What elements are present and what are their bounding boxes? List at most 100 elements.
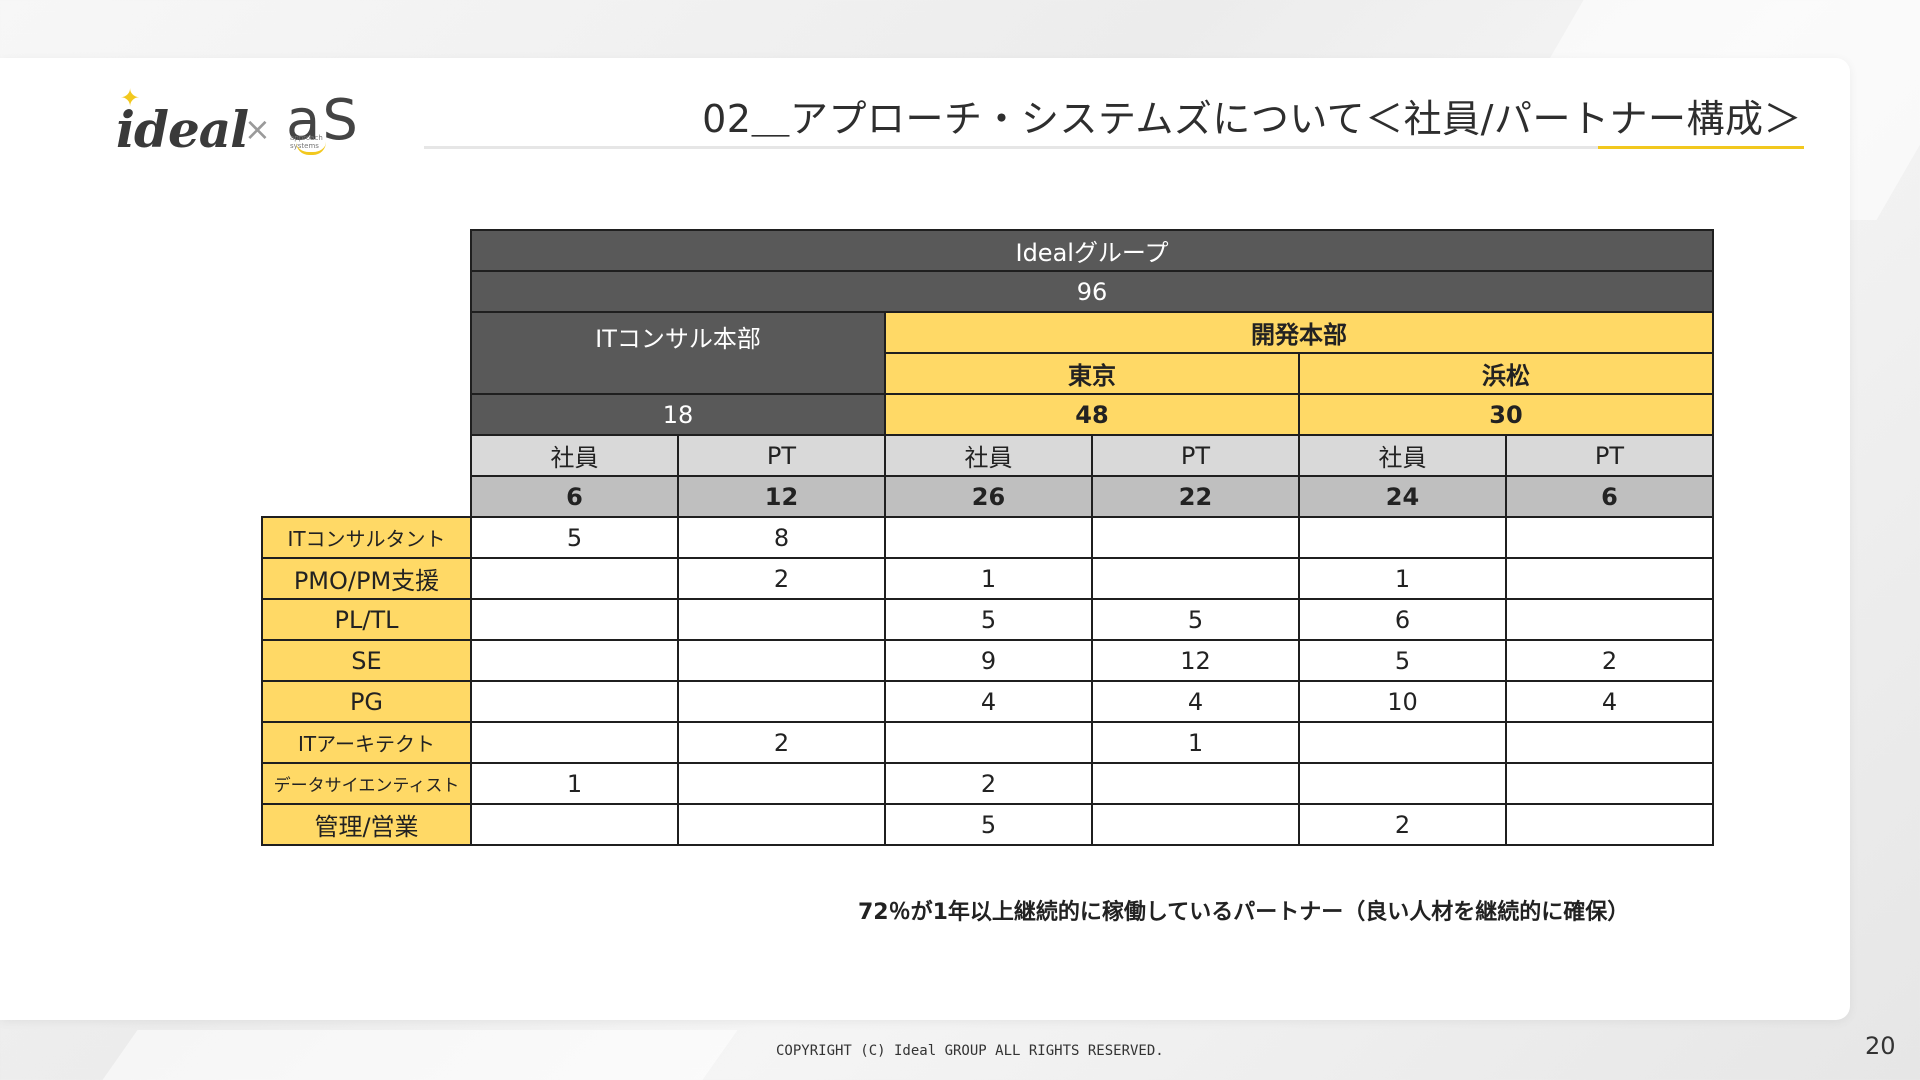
division-dev: 開発本部 [884,311,1714,354]
page-title: 02＿アプローチ・システムズについて＜社員/パートナー構成＞ [702,97,1802,141]
column-label: 社員 [1298,434,1507,477]
table-cell [470,598,679,641]
table-cell [470,803,679,846]
approach-systems-logo-arc [296,142,326,155]
it-consul-total: 18 [470,393,886,436]
table-cell: 2 [1505,639,1714,682]
table-cell: 4 [884,680,1093,723]
column-label: PT [1091,434,1300,477]
group-name: Idealグループ [470,229,1714,272]
table-row: ITアーキテクト 2 1 [261,721,1714,764]
table-cell [1298,721,1507,764]
table-cell [470,680,679,723]
table-cell: 5 [884,803,1093,846]
table-cell [677,598,886,641]
location-hamamatsu: 浜松 [1298,352,1714,395]
ideal-logo: ideal [116,100,249,159]
role-label: PL/TL [261,598,472,641]
table-cell: 10 [1298,680,1507,723]
division-it-consul: ITコンサル本部 [470,311,886,395]
table-cell [677,639,886,682]
table-cell: 1 [470,762,679,805]
location-tokyo: 東京 [884,352,1300,395]
table-row: PL/TL 5 5 6 [261,598,1714,641]
table-cell [1091,803,1300,846]
org-composition-table: Idealグループ 96 ITコンサル本部 開発本部 東京 浜松 18 48 3… [261,229,1714,846]
column-total: 26 [884,475,1093,518]
table-cell [470,557,679,600]
role-label: 管理/営業 [261,803,472,846]
group-total-row: 96 [262,270,1714,313]
table-cell: 5 [884,598,1093,641]
table-cell: 1 [1298,557,1507,600]
table-cell: 5 [1298,639,1507,682]
title-underline [424,146,1804,149]
column-total: 22 [1091,475,1300,518]
role-label: ITアーキテクト [261,721,472,764]
table-cell: 4 [1091,680,1300,723]
table-cell [1091,516,1300,559]
table-cell [470,721,679,764]
footnote: 72％が1年以上継続的に稼働しているパートナー（良い人材を継続的に確保） [858,900,1630,925]
column-total-row: 6 12 26 22 24 6 [262,475,1714,518]
column-label-row: 社員 PT 社員 PT 社員 PT [262,434,1714,477]
table-cell: 5 [1091,598,1300,641]
group-total: 96 [470,270,1714,313]
table-cell [1091,762,1300,805]
table-cell [1505,557,1714,600]
table-cell: 2 [1298,803,1507,846]
table-cell [884,516,1093,559]
column-label: 社員 [884,434,1093,477]
page-number: 20 [1865,1032,1896,1060]
star-icon: ✦ [120,84,141,112]
tokyo-total: 48 [884,393,1300,436]
column-total: 24 [1298,475,1507,518]
column-label: 社員 [470,434,679,477]
role-label: データサイエンティスト [261,762,472,805]
table-cell [1505,598,1714,641]
table-cell: 4 [1505,680,1714,723]
role-label: PMO/PM支援 [261,557,472,600]
column-total: 12 [677,475,886,518]
column-total: 6 [470,475,679,518]
table-cell: 2 [677,721,886,764]
table-row: データサイエンティスト 1 2 [261,762,1714,805]
table-row: PMO/PM支援 2 1 1 [261,557,1714,600]
table-cell: 9 [884,639,1093,682]
table-cell [677,803,886,846]
table-row: PG 4 4 10 4 [261,680,1714,723]
table-cell [884,721,1093,764]
table-cell: 1 [1091,721,1300,764]
group-name-row: Idealグループ [262,229,1714,272]
background-shard [102,1030,738,1080]
title-underline-accent [1598,146,1804,149]
table-cell [677,762,886,805]
division-row: ITコンサル本部 開発本部 [262,311,1714,395]
table-row: SE 9 12 5 2 [261,639,1714,682]
table-cell [1505,762,1714,805]
role-label: SE [261,639,472,682]
table-row: ITコンサルタント 5 8 [261,516,1714,559]
table-cell: 6 [1298,598,1507,641]
table-cell: 1 [884,557,1093,600]
division-total-row: 18 48 30 [262,393,1714,436]
table-cell [1505,721,1714,764]
table-cell [1298,516,1507,559]
table-cell: 2 [677,557,886,600]
table-cell [1505,516,1714,559]
column-total: 6 [1505,475,1714,518]
table-cell [1091,557,1300,600]
table-cell [1298,762,1507,805]
location-row: 東京 浜松 [262,352,1714,395]
table-cell [677,680,886,723]
table-cell: 8 [677,516,886,559]
table-cell [470,639,679,682]
table-cell: 2 [884,762,1093,805]
table-row: 管理/営業 5 2 [261,803,1714,846]
column-label: PT [677,434,886,477]
logo-separator: × [244,110,271,148]
table-cell [1505,803,1714,846]
table-cell: 5 [470,516,679,559]
role-label: PG [261,680,472,723]
table-cell: 12 [1091,639,1300,682]
